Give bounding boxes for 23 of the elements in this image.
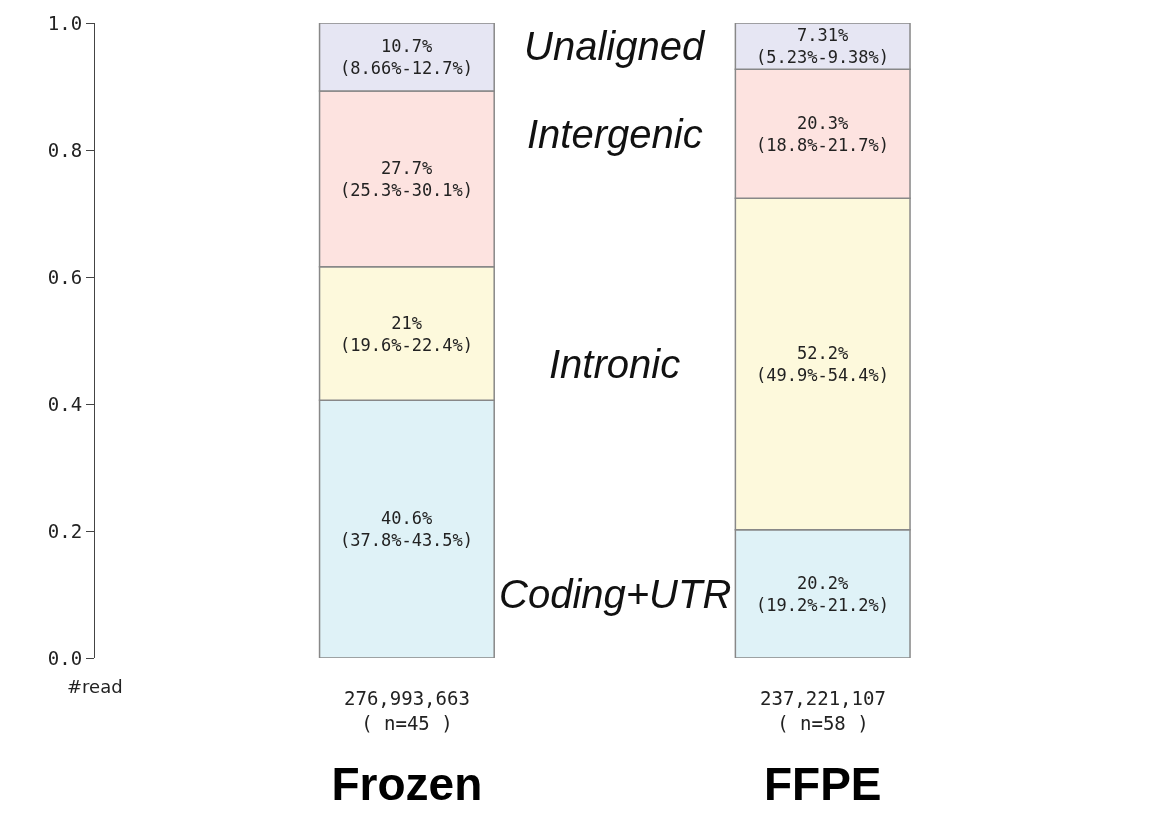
series-label: Unaligned	[524, 24, 706, 68]
y-tick-label: 0.0	[47, 646, 83, 669]
y-tick-label: 0.2	[47, 519, 83, 542]
data-label: 40.6% (37.8%-43.5%)	[340, 508, 474, 551]
x-tick-label: Frozen	[331, 758, 483, 810]
data-label: 10.7% (8.66%-12.7%)	[340, 36, 474, 79]
data-label: 20.3% (18.8%-21.7%)	[756, 113, 890, 156]
series-label: Intergenic	[527, 112, 703, 156]
data-label: 27.7% (25.3%-30.1%)	[340, 158, 474, 201]
text: #read	[67, 676, 123, 697]
data-label: 21% (19.6%-22.4%)	[340, 313, 474, 356]
data-label: 20.2% (19.2%-21.2%)	[756, 573, 890, 616]
series-label: Intronic	[549, 342, 681, 386]
series-label: Coding+UTR	[499, 572, 732, 616]
text: 276,993,663 ( n=45 )	[344, 687, 470, 734]
y-tick-label: 1.0	[47, 11, 83, 34]
x-tick-label: FFPE	[763, 758, 882, 810]
text: 237,221,107 ( n=58 )	[760, 687, 886, 734]
data-label: 7.31% (5.23%-9.38%)	[756, 25, 890, 68]
data-label: 52.2% (49.9%-54.4%)	[756, 343, 890, 386]
y-tick-label: 0.4	[47, 392, 83, 415]
y-tick-label: 0.8	[47, 138, 83, 161]
y-tick-label: 0.6	[47, 265, 83, 288]
